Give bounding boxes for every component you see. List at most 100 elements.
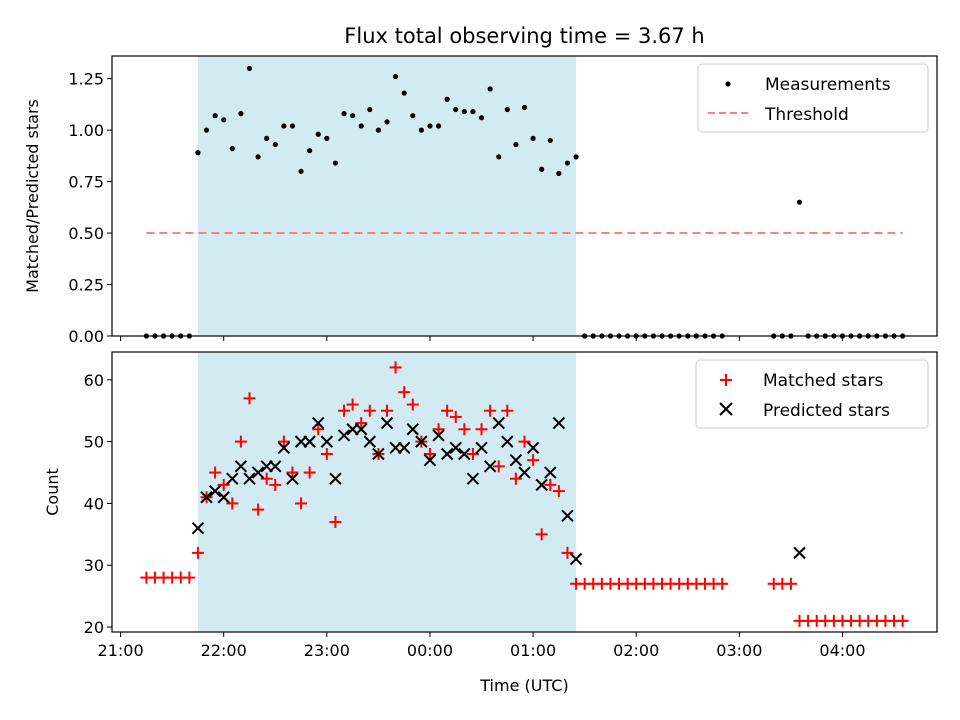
bottom-axes-ticks: 20 30 40 50 60 21:00 22:00 23:00 00:00 01:00 02:00…: [84, 371, 866, 660]
y-tick-label: 0.25: [68, 276, 104, 295]
predicted-star-point: [440, 447, 454, 461]
predicted-star-point: [355, 423, 368, 436]
predicted-star-point: [475, 441, 488, 455]
y-tick-label: 1.00: [68, 121, 104, 140]
x-tick-label: 23:00: [304, 641, 350, 660]
matched-star-point: [329, 515, 342, 528]
y-tick-label: 20: [84, 618, 104, 637]
matched-star-point: [355, 417, 368, 430]
measurement-point: [496, 154, 502, 160]
measurement-point: [307, 148, 313, 154]
measurement-point: [221, 117, 227, 123]
matched-star-point: [381, 404, 393, 417]
matched-star-point: [346, 398, 359, 411]
measurement-point: [564, 160, 571, 166]
matched-star-point: [406, 398, 419, 411]
predicted-star-point: [251, 466, 265, 479]
matched-star-point: [269, 478, 282, 491]
predicted-star-point: [492, 416, 505, 430]
matched-star-point: [484, 404, 497, 417]
y-tick-label: 0.00: [68, 327, 104, 346]
matched-star-point: [286, 466, 299, 479]
predicted-star-point: [423, 453, 437, 467]
legend-predicted-marker: [719, 402, 733, 416]
top-axes-frame: [111, 55, 938, 337]
top-axes-ticks: 0.00 0.25 0.50 0.75 1.00 1.25: [68, 70, 843, 346]
measurement-point: [521, 104, 528, 111]
predicted-star-point: [535, 478, 548, 492]
matched-star-point: [449, 410, 462, 423]
predicted-star-point: [449, 441, 462, 455]
predicted-star-point: [286, 472, 299, 485]
matched-star-point: [277, 435, 290, 448]
predicted-star-point: [277, 441, 291, 455]
measurement-point: [264, 135, 270, 141]
measurement-point: [272, 141, 278, 148]
matched-star-point: [432, 423, 445, 436]
predicted-star-point: [501, 435, 514, 448]
matched-star-point: [295, 497, 308, 510]
bottom-y-axis-label: Count: [43, 468, 62, 516]
legend-measurements-label: Measurements: [765, 75, 891, 95]
measurement-point: [375, 127, 382, 133]
predicted-star-point: [432, 429, 445, 442]
measurement-point: [229, 146, 235, 152]
predicted-star-point: [208, 484, 222, 498]
matched-star-point: [501, 404, 514, 417]
matched-star-point: [535, 528, 548, 541]
predicted-star-point: [458, 447, 471, 461]
predicted-star-point: [320, 435, 334, 448]
measurement-point: [796, 199, 803, 205]
matched-star-point: [209, 466, 222, 479]
matched-stars-series: [140, 361, 909, 627]
y-tick-label: 40: [84, 494, 104, 513]
matched-star-point: [458, 423, 471, 436]
predicted-star-point: [234, 460, 248, 473]
predicted-star-point: [569, 552, 583, 566]
measurement-point: [195, 150, 201, 156]
predicted-star-point: [329, 472, 342, 485]
predicted-star-point: [226, 472, 239, 485]
predicted-star-point: [793, 546, 806, 560]
predicted-star-point: [380, 416, 394, 430]
observing-window-top: [197, 56, 577, 336]
x-tick-label: 00:00: [407, 641, 453, 660]
x-tick-label: 22:00: [201, 641, 247, 660]
measurement-point: [281, 123, 287, 129]
matched-star-point: [423, 447, 436, 460]
matched-star-point: [544, 478, 557, 491]
predicted-stars-series: [191, 416, 806, 566]
measurement-point: [513, 141, 519, 148]
observing-window-span: [197, 352, 577, 632]
measurement-point: [384, 119, 390, 125]
x-tick-label: 21:00: [98, 641, 144, 660]
legend-measurements-marker: [725, 81, 731, 87]
matched-star-point: [183, 571, 196, 584]
y-tick-label: 60: [84, 371, 104, 390]
measurement-point: [289, 123, 296, 129]
predicted-star-point: [303, 435, 316, 448]
x-tick-label: 01:00: [510, 641, 556, 660]
x-tick-label: 02:00: [613, 641, 659, 660]
measurement-point: [556, 170, 562, 176]
matched-star-point: [896, 614, 909, 627]
top-legend-box: [697, 63, 929, 133]
legend-matched-marker: [720, 374, 732, 386]
measurement-point: [255, 154, 261, 160]
predicted-star-point: [466, 472, 480, 485]
matched-star-point: [191, 546, 204, 559]
observing-window-bottom: [197, 352, 577, 632]
matched-star-point: [312, 423, 325, 436]
y-tick-label: 30: [84, 556, 104, 575]
predicted-star-point: [397, 441, 411, 455]
predicted-star-point: [200, 491, 213, 504]
top-panel: 0.00 0.25 0.50 0.75 1.00 1.25 Matched/Predict…: [23, 55, 938, 346]
matched-star-point: [303, 466, 316, 479]
matched-star-point: [441, 404, 454, 417]
measurement-point: [418, 127, 424, 133]
observing-window-span: [197, 56, 577, 336]
predicted-star-point: [363, 435, 377, 448]
measurement-point: [298, 168, 304, 174]
matched-star-point: [492, 460, 505, 473]
